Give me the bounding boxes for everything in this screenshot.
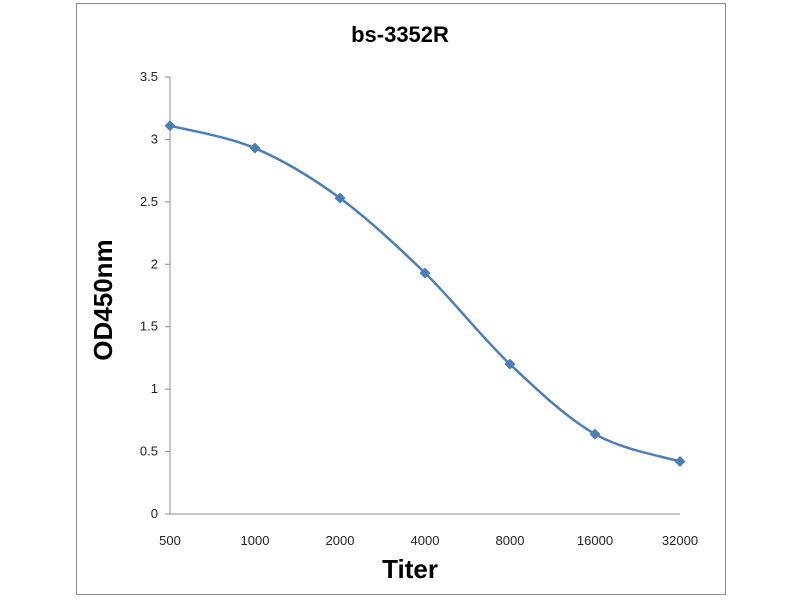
data-point (164, 120, 176, 132)
x-tick-label: 32000 (662, 533, 698, 548)
y-tick-label: 1 (151, 381, 158, 396)
series-line (169, 124, 681, 463)
chart-frame (76, 3, 726, 595)
x-tick-labels: 500 1000 2000 4000 8000 16000 32000 (159, 533, 698, 548)
y-tick-label: 0.5 (140, 444, 158, 459)
data-series (164, 120, 686, 468)
y-tick-label: 2 (151, 256, 158, 271)
x-tick-label: 8000 (496, 533, 525, 548)
data-point (504, 358, 516, 370)
x-axis-title: Titer (382, 554, 438, 584)
data-point (674, 456, 686, 468)
x-tick-label: 500 (159, 533, 181, 548)
data-point (589, 428, 601, 440)
y-tick-label: 2.5 (140, 194, 158, 209)
y-tick-label: 3.5 (140, 69, 158, 84)
y-axis-title: OD450nm (88, 239, 118, 360)
x-tick-label: 16000 (577, 533, 613, 548)
x-tick-label: 4000 (411, 533, 440, 548)
axes (165, 76, 680, 515)
data-point (249, 142, 261, 154)
chart-title: bs-3352R (351, 22, 449, 47)
x-tick-label: 1000 (241, 533, 270, 548)
x-tick-label: 2000 (326, 533, 355, 548)
data-point (419, 267, 431, 279)
y-tick-label: 0 (151, 506, 158, 521)
y-tick-label: 1.5 (140, 319, 158, 334)
y-tick-labels: 0 0.5 1 1.5 2 2.5 3 3.5 (140, 69, 158, 521)
y-tick-label: 3 (151, 131, 158, 146)
data-point (334, 192, 346, 204)
